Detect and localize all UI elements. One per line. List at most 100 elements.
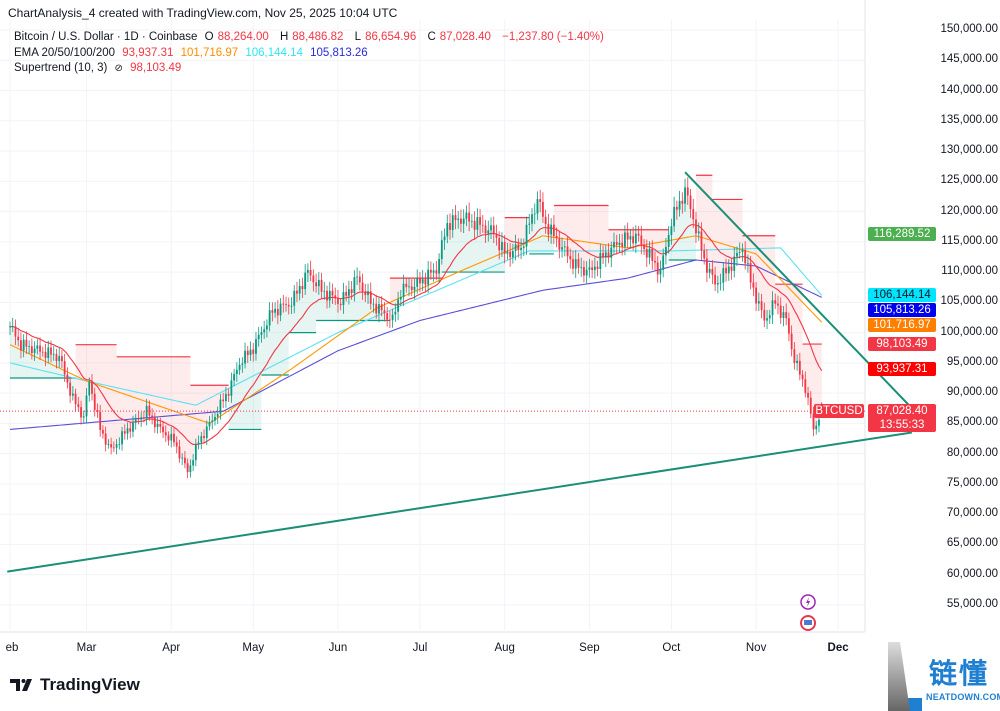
candle-body — [440, 240, 443, 260]
candle-body — [449, 223, 451, 231]
candle-body — [457, 218, 460, 221]
candle-body — [462, 218, 465, 224]
candle-body — [604, 252, 607, 258]
candle-body — [145, 405, 148, 419]
brand-name: TradingView — [40, 675, 140, 694]
candle-body — [815, 425, 818, 430]
candle-body — [629, 236, 632, 240]
candle-body — [563, 246, 566, 248]
price-tick-label: 55,000.00 — [946, 597, 998, 610]
price-tick-label: 130,000.00 — [940, 144, 998, 157]
month-label: Dec — [827, 642, 849, 654]
candle-body — [632, 236, 635, 244]
candle-body — [9, 326, 11, 328]
candle-body — [238, 364, 241, 370]
candle-body — [798, 360, 801, 375]
open-label: O — [204, 31, 214, 43]
price-tag: 98,103.49 — [868, 337, 936, 352]
ema-legend-row[interactable]: EMA 20/50/100/200 93,937.31 101,716.97 1… — [14, 46, 608, 62]
price-tag: 116,289.52 — [868, 227, 936, 242]
tradingview-logo[interactable]: TradingView — [10, 675, 140, 695]
candle-body — [662, 255, 665, 270]
candle-body — [361, 282, 364, 292]
candle-body — [470, 220, 473, 222]
supertrend-legend-row[interactable]: Supertrend (10, 3) ⊘ 98,103.49 — [14, 61, 608, 77]
candle-body — [334, 295, 337, 299]
candle-body — [162, 426, 164, 433]
candle-body — [686, 187, 689, 196]
candle-body — [252, 349, 255, 354]
candle-body — [610, 247, 613, 258]
candle-body — [121, 431, 123, 445]
candle-body — [282, 303, 285, 305]
candle-body — [304, 272, 307, 290]
candle-body — [793, 349, 796, 364]
candle-body — [438, 259, 440, 274]
candle-body — [107, 444, 110, 445]
candle-body — [167, 435, 170, 441]
candle-body — [656, 262, 659, 275]
candle-body — [153, 417, 156, 428]
candle-body — [178, 446, 181, 459]
price-tag: 93,937.31 — [868, 362, 936, 377]
candle-body — [134, 418, 137, 423]
candle-body — [293, 290, 296, 306]
hidden-eye-icon[interactable]: ⊘ — [114, 63, 123, 74]
countdown: 13:55:33 — [879, 419, 925, 432]
candle-body — [69, 382, 72, 396]
symbol-tag: BTCUSD — [814, 404, 864, 419]
candle-body — [28, 346, 31, 347]
candle-body — [350, 289, 353, 294]
candle-body — [435, 270, 438, 274]
candle-body — [402, 283, 405, 298]
candle-body — [126, 428, 129, 434]
supertrend-fill — [529, 199, 554, 254]
candle-body — [211, 420, 214, 423]
candle-body — [465, 212, 468, 219]
candle-body — [263, 329, 266, 333]
candle-body — [358, 276, 361, 283]
candle-body — [514, 244, 517, 252]
candle-body — [812, 413, 815, 430]
candle-body — [186, 463, 189, 473]
price-tick-label: 135,000.00 — [940, 113, 998, 126]
candle-body — [386, 313, 389, 320]
ema50-line — [9, 235, 823, 424]
candle-body — [651, 248, 654, 261]
candle-body — [804, 379, 807, 393]
candle-body — [495, 234, 498, 238]
candle-body — [410, 286, 413, 291]
candle-body — [375, 303, 378, 314]
candle-body — [378, 304, 380, 314]
candle-body — [752, 282, 755, 288]
supertrend-fill — [712, 199, 743, 285]
candle-body — [536, 199, 539, 214]
candle-body — [645, 249, 648, 258]
supertrend-value: 98,103.49 — [130, 62, 182, 74]
candle-body — [525, 224, 528, 247]
candle-body — [30, 346, 33, 354]
candle-body — [181, 457, 184, 459]
candle-body — [421, 279, 424, 284]
candle-body — [77, 404, 80, 408]
candle-body — [36, 345, 39, 349]
candle-body — [306, 269, 309, 273]
candle-body — [290, 305, 293, 307]
candle-body — [394, 311, 397, 315]
candle-body — [654, 260, 656, 263]
candle-body — [274, 308, 277, 313]
ema20-value: 93,937.31 — [122, 46, 174, 59]
month-label: eb — [5, 642, 19, 654]
last-price-tag: 87,028.40 13:55:33 — [868, 404, 936, 433]
candle-body — [618, 242, 621, 246]
candle-body — [506, 251, 509, 254]
candle-body — [744, 250, 747, 264]
candle-body — [749, 263, 752, 283]
candle-body — [173, 433, 175, 443]
candle-body — [736, 252, 738, 257]
candle-body — [561, 247, 563, 250]
candle-body — [74, 393, 77, 405]
candle-body — [339, 303, 342, 306]
